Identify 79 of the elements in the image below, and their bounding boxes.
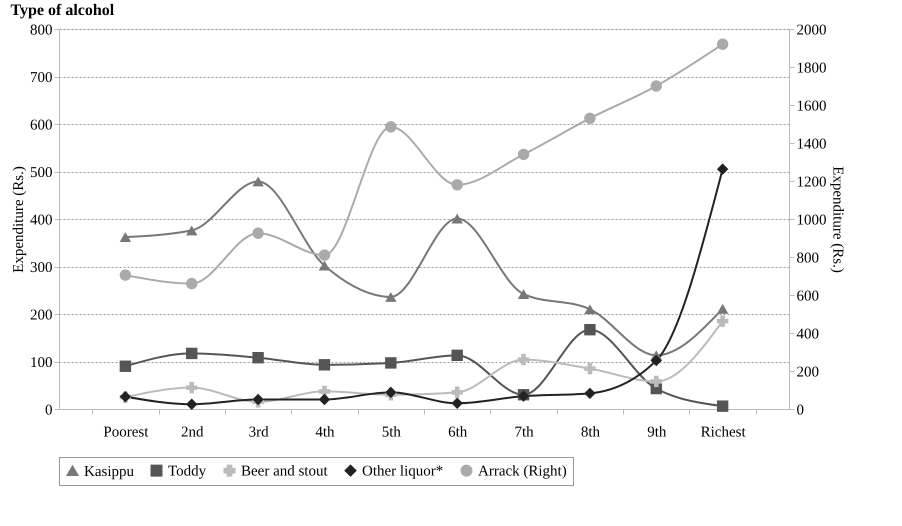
legend-label: Kasippu	[84, 464, 134, 480]
point	[186, 382, 198, 394]
point	[385, 121, 397, 133]
point	[186, 398, 198, 410]
point	[650, 80, 662, 92]
x-tick-label: Richest	[700, 424, 746, 440]
y2-tick-label: 1000	[796, 212, 826, 228]
point	[318, 260, 330, 270]
y2-tick-label: 800	[796, 250, 819, 266]
y-tick-label: 0	[45, 402, 52, 418]
y2-tick-label: 2000	[796, 22, 826, 38]
point	[451, 214, 463, 224]
y-tick-label: 600	[30, 118, 52, 134]
point	[584, 362, 596, 374]
x-tick-label: Poorest	[103, 424, 150, 440]
point	[716, 304, 728, 314]
point	[120, 269, 132, 281]
point	[451, 179, 463, 190]
legend-label: Other liquor*	[362, 464, 444, 480]
point	[385, 292, 397, 302]
point	[318, 359, 330, 371]
point	[252, 352, 264, 364]
y2-axis-title: Expenditure (Rs.)	[830, 166, 846, 273]
y2-tick-label: 1200	[796, 174, 826, 190]
point	[120, 360, 132, 372]
x-tick-label: 9th	[647, 424, 667, 440]
point	[451, 350, 463, 362]
point	[451, 398, 463, 409]
point	[518, 148, 530, 160]
point	[716, 400, 728, 412]
y-tick-label: 800	[30, 22, 52, 38]
y2-tick-label: 1600	[796, 98, 826, 114]
legend-label: Beer and stout	[241, 464, 328, 480]
y-tick-label: 400	[30, 212, 52, 228]
point	[716, 38, 728, 50]
y2-tick-label: 400	[796, 326, 819, 342]
point	[252, 228, 264, 239]
point	[451, 386, 463, 398]
y2-tick-label: 0	[796, 402, 804, 418]
y-tick-label: 500	[30, 165, 52, 181]
x-tick-label: 7th	[514, 424, 534, 440]
point	[186, 278, 198, 290]
y2-tick-label: 1800	[796, 60, 826, 76]
point	[650, 354, 662, 366]
y2-tick-label: 200	[796, 364, 819, 380]
x-tick-label: 8th	[580, 424, 600, 440]
point	[252, 176, 264, 186]
point	[385, 386, 397, 398]
point	[186, 348, 198, 360]
legend-label: Toddy	[168, 464, 207, 480]
point	[318, 249, 330, 261]
y-tick-label: 700	[30, 70, 52, 86]
point	[584, 324, 596, 336]
point	[716, 163, 728, 175]
point	[584, 388, 596, 400]
point	[120, 232, 132, 242]
legend-label: Arrack (Right)	[478, 464, 567, 480]
y-tick-label: 300	[30, 260, 52, 276]
point	[518, 289, 530, 299]
point	[650, 376, 662, 388]
y-tick-label: 200	[30, 308, 52, 324]
chart-title: Type of alcohol	[10, 2, 115, 19]
point	[385, 357, 397, 369]
point	[186, 225, 198, 236]
x-tick-label: 4th	[315, 424, 336, 440]
point	[318, 394, 330, 406]
point	[584, 304, 596, 314]
y-tick-label: 100	[30, 355, 52, 371]
x-tick-label: 6th	[448, 424, 468, 440]
y2-tick-label: 1400	[796, 136, 826, 152]
x-tick-label: 5th	[382, 424, 402, 440]
x-tick-label: 2nd	[180, 424, 204, 440]
y-axis-title: Expenditure (Rs.)	[11, 166, 27, 273]
x-tick-label: 3rd	[248, 424, 270, 440]
point	[584, 112, 596, 124]
y2-tick-label: 600	[796, 288, 819, 304]
point	[716, 315, 728, 327]
point	[518, 354, 530, 366]
point	[252, 394, 264, 406]
